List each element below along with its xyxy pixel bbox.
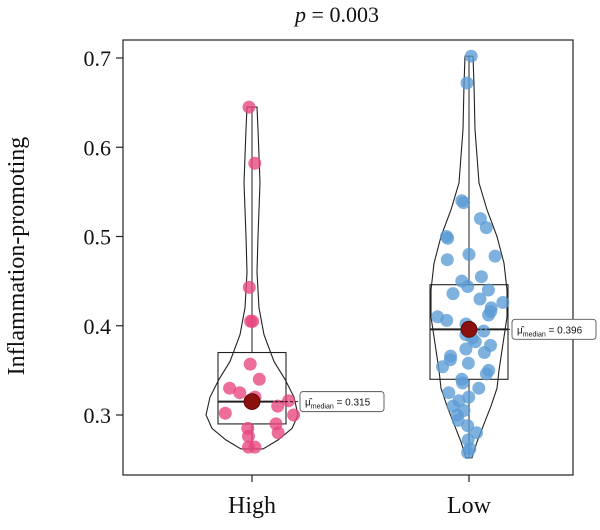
data-point [481, 283, 495, 297]
annotation-sub: median [311, 404, 334, 411]
median-marker [460, 320, 478, 338]
group-high: μ̂median = 0.315 [205, 100, 385, 454]
data-point [440, 313, 454, 327]
data-point [482, 308, 495, 322]
data-point [461, 280, 475, 293]
data-point [282, 394, 296, 408]
y-tick-label: 0.6 [84, 135, 112, 160]
median-marker [243, 393, 261, 411]
y-axis-label: Inflammation-promoting [4, 137, 30, 376]
data-point [456, 376, 470, 390]
y-axis: 0.3 0.4 0.5 0.6 0.7 [84, 46, 123, 428]
y-tick-label: 0.4 [84, 314, 112, 339]
y-tick-label: 0.7 [84, 46, 112, 71]
data-point [488, 249, 502, 263]
median-annotation: μ̂median = 0.396 [511, 318, 597, 340]
chart-title-p: p [293, 2, 306, 27]
data-point [233, 386, 247, 400]
data-point [472, 381, 486, 395]
group-low: μ̂median = 0.396 [429, 49, 597, 459]
data-point [473, 292, 487, 306]
data-point [464, 49, 478, 63]
annotation-text: μ̂median = 0.396 [517, 324, 583, 338]
annotation-mu: μ̂ [305, 397, 313, 409]
data-point [436, 360, 449, 374]
data-point [479, 367, 493, 381]
data-point [461, 419, 475, 433]
data-point [461, 356, 475, 370]
x-axis: High Low [228, 475, 492, 519]
data-point [248, 156, 262, 170]
y-tick-label: 0.3 [84, 403, 112, 428]
data-point [442, 386, 456, 400]
data-point [440, 253, 454, 267]
data-point [479, 221, 493, 235]
annotation-sub: median [523, 331, 546, 338]
data-point [218, 406, 232, 420]
chart-title-value: = 0.003 [306, 2, 379, 27]
data-point [496, 296, 510, 309]
data-point [457, 196, 471, 210]
data-point [460, 76, 474, 90]
y-tick-label: 0.5 [84, 225, 112, 250]
chart-title: p = 0.003 [293, 2, 379, 27]
data-point [451, 413, 465, 427]
x-tick-label: Low [447, 493, 492, 519]
data-point [474, 270, 488, 284]
data-point [242, 429, 255, 443]
data-point [441, 231, 455, 245]
annotation-value: = 0.396 [546, 325, 583, 336]
data-point [244, 314, 258, 328]
data-point [242, 280, 256, 294]
data-point [477, 324, 491, 338]
data-point [446, 287, 460, 301]
data-point [461, 446, 475, 459]
data-point [459, 342, 473, 356]
data-point [271, 399, 285, 413]
annotation-box [299, 391, 385, 413]
data-point [477, 346, 491, 359]
data-point [242, 100, 256, 114]
data-point [252, 372, 266, 386]
annotation-box [511, 318, 597, 340]
points [431, 49, 510, 459]
x-tick-label: High [228, 493, 276, 519]
annotation-text: μ̂median = 0.315 [305, 397, 371, 411]
data-point [462, 247, 476, 261]
data-point [468, 335, 482, 349]
data-point [243, 357, 257, 371]
data-point [287, 408, 301, 422]
data-point [242, 440, 255, 454]
data-point [271, 426, 285, 440]
plot-frame [122, 39, 574, 476]
median-annotation: μ̂median = 0.315 [299, 391, 385, 413]
annotation-value: = 0.315 [334, 398, 371, 409]
annotation-mu: μ̂ [517, 324, 525, 336]
data-point [223, 381, 237, 395]
